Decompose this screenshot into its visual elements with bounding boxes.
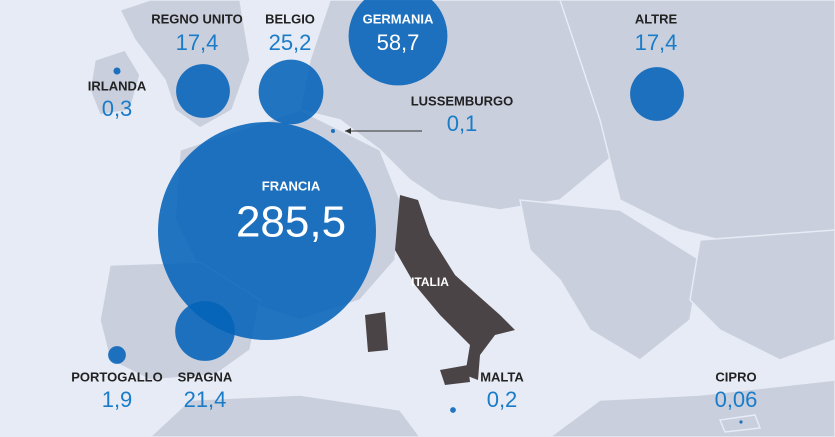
sardinia — [365, 312, 388, 352]
country-name: ALTRE — [635, 11, 678, 26]
bubbles — [108, 0, 743, 424]
sicily — [440, 365, 470, 385]
country-value: 21,4 — [184, 387, 227, 412]
country-name: IRLANDA — [88, 78, 147, 93]
bubble — [330, 128, 336, 134]
country-name: SPAGNA — [178, 369, 233, 384]
bubble — [348, 0, 448, 86]
bubble — [108, 346, 126, 364]
country-value: 0,3 — [102, 96, 133, 121]
country-value: 285,5 — [236, 198, 346, 247]
country-name: MALTA — [480, 369, 524, 384]
map-label: ITALIA — [411, 275, 449, 289]
country-name: LUSSEMBURGO — [411, 93, 514, 108]
labels: REGNO UNITO 17,4 BELGIO 25,2 GERMANIA 58,7 ALT… — [71, 11, 757, 411]
bubble — [739, 420, 743, 424]
bubble — [158, 122, 376, 340]
country-name: BELGIO — [265, 11, 315, 26]
bubble — [258, 59, 324, 125]
country-name: FRANCIA — [262, 178, 321, 193]
country-value: 25,2 — [269, 30, 312, 55]
country-value: 17,4 — [176, 30, 219, 55]
italy — [395, 195, 515, 380]
country-value: 0,1 — [447, 111, 478, 136]
country-value: 0,06 — [715, 387, 758, 412]
country-name: GERMANIA — [363, 11, 434, 26]
country-value: 58,7 — [377, 30, 420, 55]
bubble — [630, 67, 684, 121]
bubble — [175, 301, 235, 361]
bubble — [176, 64, 230, 118]
country-name: REGNO UNITO — [151, 11, 243, 26]
bubble — [450, 407, 456, 413]
bubble — [113, 67, 121, 75]
country-name: PORTOGALLO — [71, 369, 162, 384]
country-value: 1,9 — [102, 387, 133, 412]
country-name: CIPRO — [715, 369, 756, 384]
country-value: 0,2 — [487, 387, 518, 412]
country-value: 17,4 — [635, 30, 678, 55]
pointer-arrow — [345, 128, 351, 134]
